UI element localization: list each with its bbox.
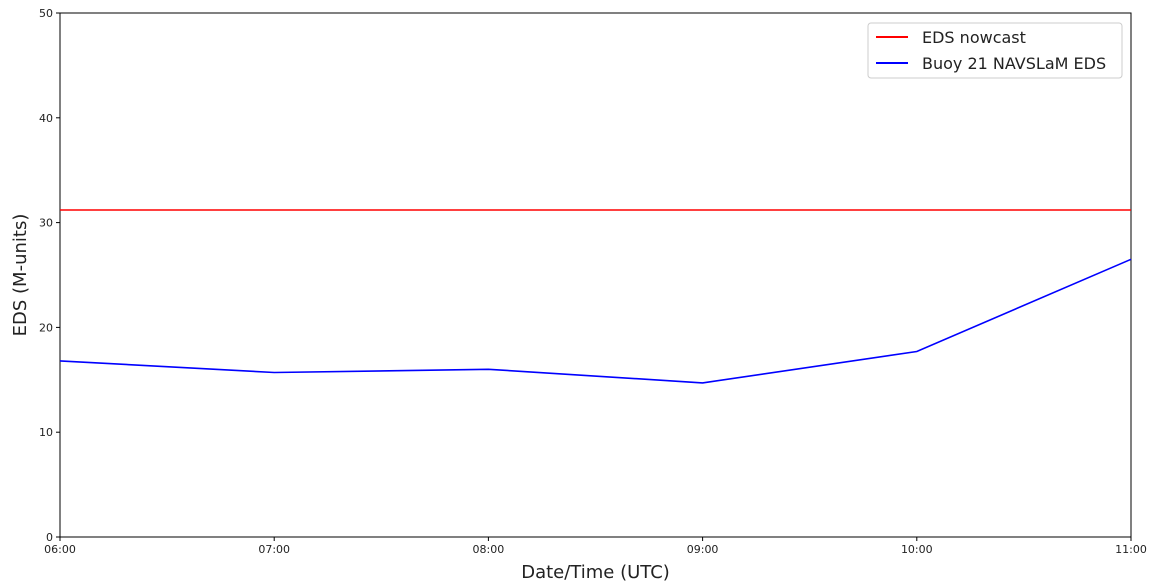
x-ticks: 06:00 07:00 08:00 09:00 10:00 11:00 [44, 537, 1147, 556]
legend-entry-eds-nowcast: EDS nowcast [922, 28, 1026, 47]
y-tick-label: 40 [39, 112, 53, 125]
y-ticks: 0 10 20 30 40 50 [39, 7, 60, 544]
series-lines [59, 209, 1132, 384]
plot-frame [59, 12, 1132, 538]
legend: EDS nowcast Buoy 21 NAVSLaM EDS [867, 22, 1123, 79]
series-line-buoy-21-navslam-eds [59, 258, 1132, 384]
x-tick-label: 06:00 [44, 543, 76, 556]
x-tick-label: 08:00 [473, 543, 505, 556]
x-tick-label: 07:00 [258, 543, 290, 556]
y-tick-label: 20 [39, 321, 53, 334]
x-tick-label: 11:00 [1115, 543, 1147, 556]
axes [59, 12, 1132, 538]
x-tick-label: 09:00 [687, 543, 719, 556]
x-tick-label: 10:00 [901, 543, 933, 556]
y-tick-label: 0 [46, 531, 53, 544]
legend-entry-buoy-21-navslam-eds: Buoy 21 NAVSLaM EDS [922, 54, 1106, 73]
y-tick-label: 30 [39, 217, 53, 230]
y-tick-label: 50 [39, 7, 53, 20]
x-axis-label: Date/Time (UTC) [521, 562, 670, 583]
legend-box [867, 22, 1123, 79]
y-tick-label: 10 [39, 426, 53, 439]
y-axis-label: EDS (M-units) [10, 214, 31, 337]
